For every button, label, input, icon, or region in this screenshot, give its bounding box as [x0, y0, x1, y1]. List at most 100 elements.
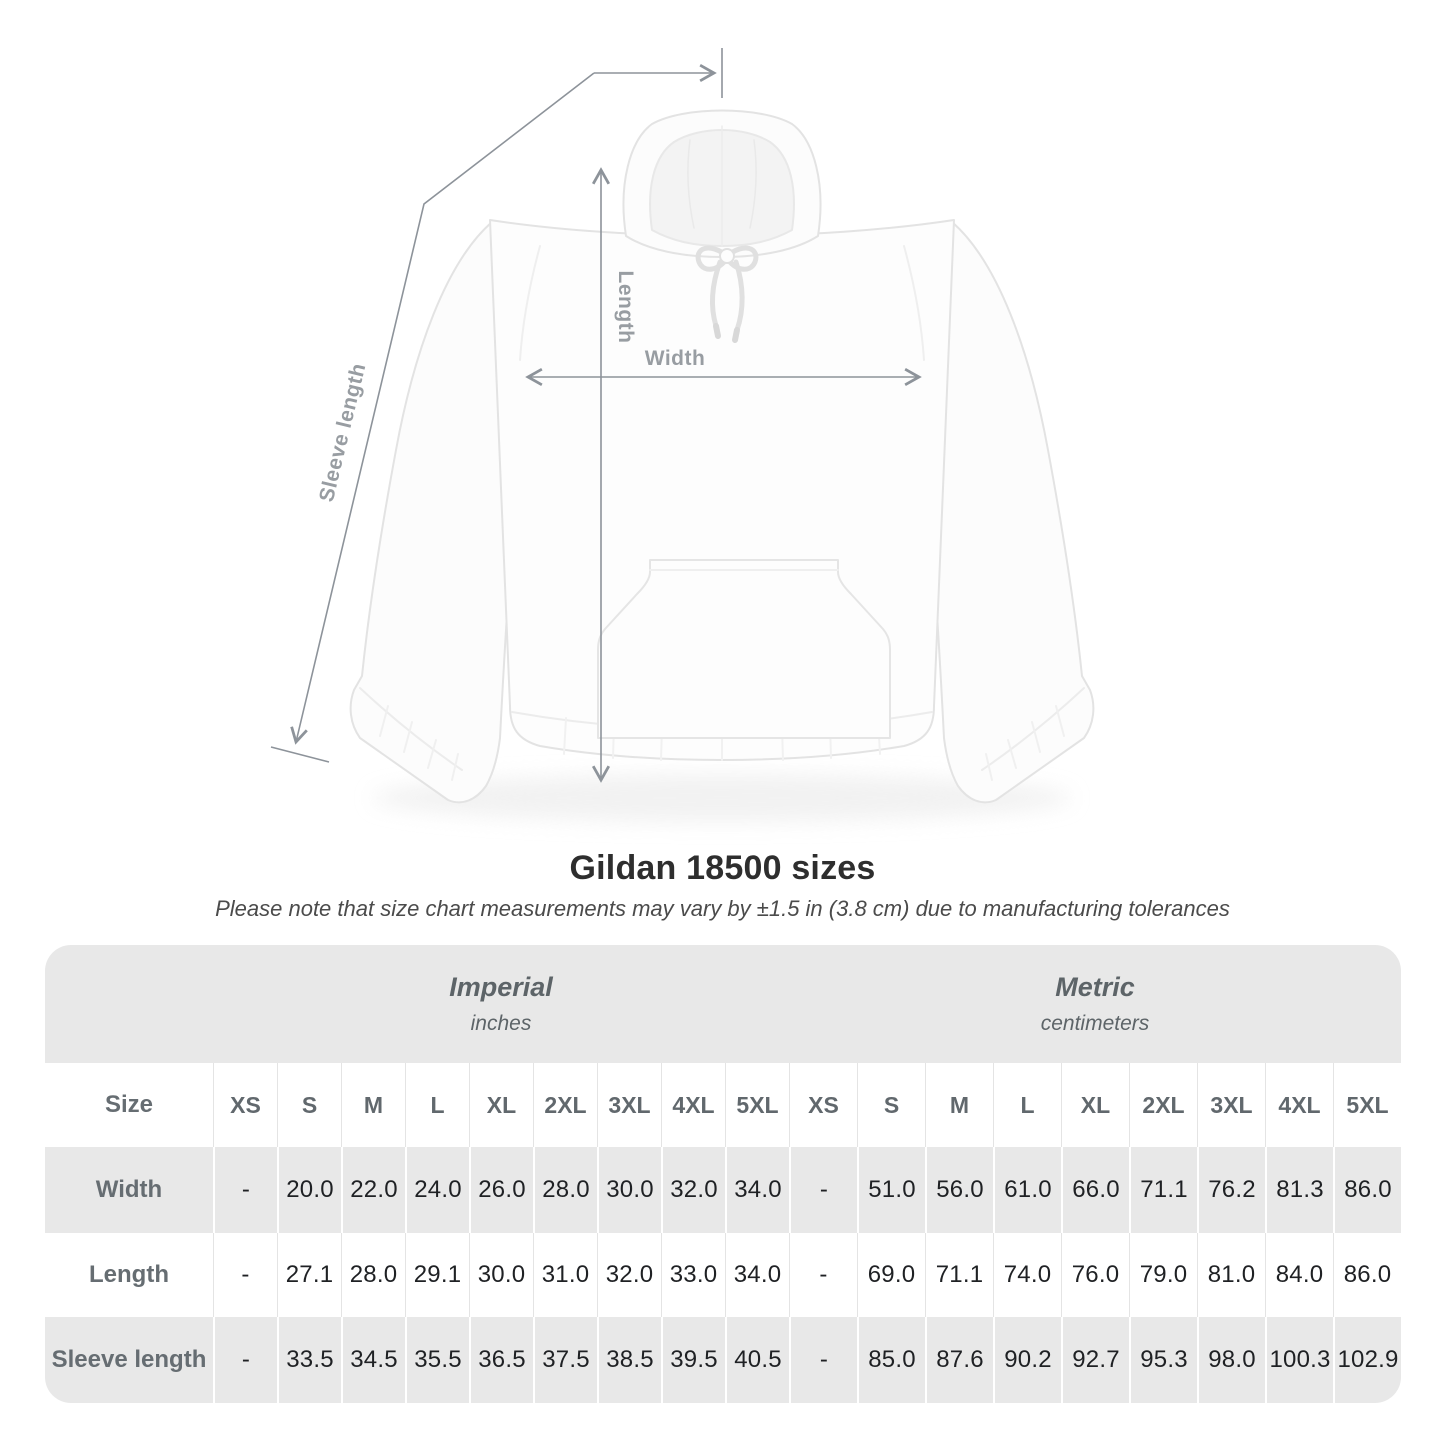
sleeve-imperial-4xl: 39.5: [661, 1317, 725, 1403]
size-col-metric-l: L: [993, 1063, 1061, 1147]
sleeve-metric-s: 85.0: [857, 1317, 925, 1403]
page-title: Gildan 18500 sizes: [569, 849, 876, 887]
length-imperial-xs: -: [213, 1233, 277, 1317]
measurement-lines: [270, 48, 922, 783]
sleeve-imperial-3xl: 38.5: [597, 1317, 661, 1403]
length-metric-2xl: 79.0: [1129, 1233, 1197, 1317]
sleeve-length-end-tick: [270, 746, 330, 763]
size-col-imperial-s: S: [277, 1063, 341, 1147]
tolerance-note: Please note that size chart measurements…: [215, 896, 1230, 921]
width-metric-5xl: 86.0: [1333, 1147, 1401, 1233]
width-metric-3xl: 76.2: [1197, 1147, 1265, 1233]
length-metric-s: 69.0: [857, 1233, 925, 1317]
size-col-imperial-2xl: 2XL: [533, 1063, 597, 1147]
sleeve-metric-xs: -: [789, 1317, 857, 1403]
sleeve-metric-4xl: 100.3: [1265, 1317, 1333, 1403]
length-metric-m: 71.1: [925, 1233, 993, 1317]
size-header-label: Size: [104, 1091, 154, 1118]
metric-subtitle: centimeters: [1040, 1012, 1150, 1035]
hoodie-illustration: [349, 109, 1095, 804]
metric-title: Metric: [1055, 972, 1135, 1002]
sleeve-length-row: Sleeve length - 33.5 34.5 35.5 36.5 37.5…: [45, 1317, 1401, 1403]
sleeve-metric-m: 87.6: [925, 1317, 993, 1403]
width-imperial-l: 24.0: [405, 1147, 469, 1233]
sleeve-length-measure-label: Sleeve length: [315, 361, 370, 504]
width-measure-label: Width: [645, 347, 706, 370]
size-col-metric-3xl: 3XL: [1197, 1063, 1265, 1147]
width-imperial-m: 22.0: [341, 1147, 405, 1233]
garment-shadow: [372, 774, 1072, 822]
size-col-metric-s: S: [857, 1063, 925, 1147]
length-imperial-s: 27.1: [277, 1233, 341, 1317]
hoodie-measurement-diagram: Length Width Sleeve length: [270, 48, 1095, 822]
width-imperial-s: 20.0: [277, 1147, 341, 1233]
width-metric-2xl: 71.1: [1129, 1147, 1197, 1233]
width-imperial-5xl: 34.0: [725, 1147, 789, 1233]
imperial-header: Imperial inches: [213, 945, 789, 1063]
size-col-imperial-m: M: [341, 1063, 405, 1147]
sleeve-metric-2xl: 95.3: [1129, 1317, 1197, 1403]
length-imperial-2xl: 31.0: [533, 1233, 597, 1317]
size-col-imperial-4xl: 4XL: [661, 1063, 725, 1147]
sleeve-imperial-5xl: 40.5: [725, 1317, 789, 1403]
sleeve-metric-xl: 92.7: [1061, 1317, 1129, 1403]
sleeve-metric-l: 90.2: [993, 1317, 1061, 1403]
metric-header: Metric centimeters: [789, 945, 1401, 1063]
hoodie-pocket: [597, 559, 891, 739]
width-metric-xs: -: [789, 1147, 857, 1233]
width-metric-m: 56.0: [925, 1147, 993, 1233]
length-imperial-l: 29.1: [405, 1233, 469, 1317]
sleeve-imperial-xl: 36.5: [469, 1317, 533, 1403]
size-header-row: Size XS S M L XL 2XL 3XL 4XL 5XL XS S M …: [45, 1063, 1401, 1147]
sleeve-metric-5xl: 102.9: [1333, 1317, 1401, 1403]
size-col-metric-2xl: 2XL: [1129, 1063, 1197, 1147]
unit-header-row: Imperial inches Metric centimeters: [45, 945, 1401, 1063]
width-imperial-4xl: 32.0: [661, 1147, 725, 1233]
length-metric-3xl: 81.0: [1197, 1233, 1265, 1317]
size-col-imperial-xl: XL: [469, 1063, 533, 1147]
sleeve-length-line: [290, 72, 595, 745]
sleeve-metric-3xl: 98.0: [1197, 1317, 1265, 1403]
size-col-imperial-5xl: 5XL: [725, 1063, 789, 1147]
imperial-subtitle: inches: [470, 1012, 532, 1035]
size-table: Imperial inches Metric centimeters Size …: [45, 945, 1401, 1403]
sleeve-imperial-l: 35.5: [405, 1317, 469, 1403]
width-imperial-xs: -: [213, 1147, 277, 1233]
sleeve-imperial-2xl: 37.5: [533, 1317, 597, 1403]
width-imperial-2xl: 28.0: [533, 1147, 597, 1233]
size-col-imperial-xs: XS: [213, 1063, 277, 1147]
width-metric-xl: 66.0: [1061, 1147, 1129, 1233]
length-imperial-5xl: 34.0: [725, 1233, 789, 1317]
size-col-imperial-l: L: [405, 1063, 469, 1147]
size-col-metric-xs: XS: [789, 1063, 857, 1147]
width-imperial-xl: 26.0: [469, 1147, 533, 1233]
size-col-metric-xl: XL: [1061, 1063, 1129, 1147]
width-metric-4xl: 81.3: [1265, 1147, 1333, 1233]
length-metric-xl: 76.0: [1061, 1233, 1129, 1317]
length-metric-l: 74.0: [993, 1233, 1061, 1317]
sleeve-imperial-xs: -: [213, 1317, 277, 1403]
length-imperial-m: 28.0: [341, 1233, 405, 1317]
length-metric-xs: -: [789, 1233, 857, 1317]
unit-corner-cell: [45, 945, 213, 1063]
width-metric-l: 61.0: [993, 1147, 1061, 1233]
sleeve-imperial-s: 33.5: [277, 1317, 341, 1403]
size-col-metric-4xl: 4XL: [1265, 1063, 1333, 1147]
length-row: Length - 27.1 28.0 29.1 30.0 31.0 32.0 3…: [45, 1233, 1401, 1317]
size-col-metric-5xl: 5XL: [1333, 1063, 1401, 1147]
size-col-imperial-3xl: 3XL: [597, 1063, 661, 1147]
length-imperial-3xl: 32.0: [597, 1233, 661, 1317]
length-metric-5xl: 86.0: [1333, 1233, 1401, 1317]
width-metric-s: 51.0: [857, 1147, 925, 1233]
width-row-label: Width: [95, 1176, 163, 1203]
sleeve-imperial-m: 34.5: [341, 1317, 405, 1403]
length-imperial-4xl: 33.0: [661, 1233, 725, 1317]
drawstring-knot: [719, 248, 735, 264]
size-col-metric-m: M: [925, 1063, 993, 1147]
length-imperial-xl: 30.0: [469, 1233, 533, 1317]
hoodie-drawstrings: [695, 245, 759, 343]
length-measure-label: Length: [614, 271, 637, 344]
length-row-label: Length: [89, 1261, 169, 1288]
imperial-title: Imperial: [449, 972, 553, 1002]
